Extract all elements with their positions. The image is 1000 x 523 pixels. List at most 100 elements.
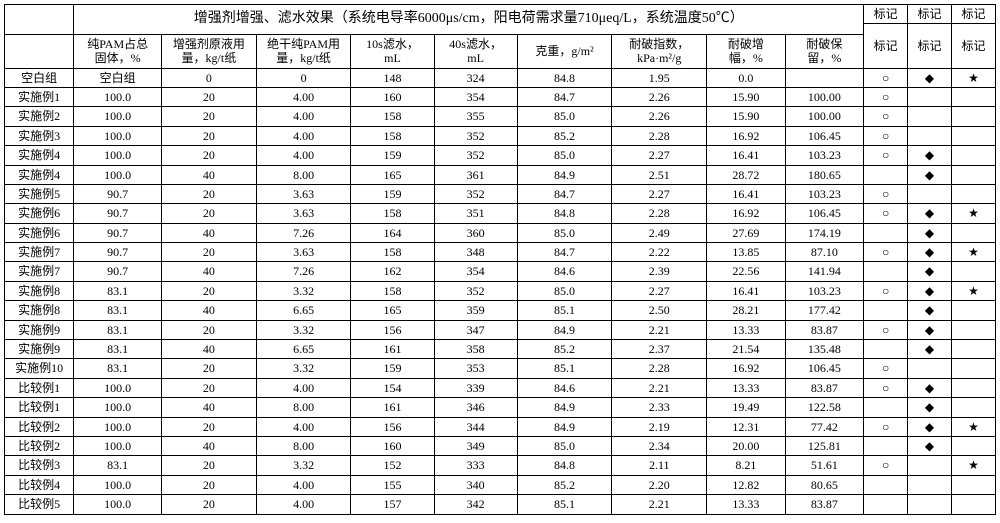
- mark-3: [951, 378, 995, 397]
- mark-header-2: 标记: [908, 5, 952, 24]
- drain-10s: 160: [351, 437, 434, 456]
- row-label: 实施例7: [5, 243, 74, 262]
- row-label: 实施例1: [5, 87, 74, 106]
- drain-40s: 359: [434, 301, 517, 320]
- gram-weight: 84.9: [517, 320, 612, 339]
- pam-pct: 90.7: [74, 184, 162, 203]
- pam-pct: 83.1: [74, 281, 162, 300]
- mark-1: [864, 475, 908, 494]
- drain-40s: 349: [434, 437, 517, 456]
- burst-index: 2.50: [612, 301, 707, 320]
- burst-retain: 106.45: [785, 359, 864, 378]
- gram-weight: 85.1: [517, 301, 612, 320]
- mark-1: [864, 398, 908, 417]
- mark-3: [951, 495, 995, 514]
- burst-retain: 80.65: [785, 475, 864, 494]
- mark-3: [951, 126, 995, 145]
- table-row: 实施例790.7407.2616235484.62.3922.56141.94◆: [5, 262, 996, 281]
- mark-1: [864, 495, 908, 514]
- col-g: 耐破指数，kPa·m²/g: [612, 34, 707, 68]
- agent-dose: 20: [162, 475, 257, 494]
- table-row: 实施例4100.0204.0015935285.02.2716.41103.23…: [5, 146, 996, 165]
- drain-40s: 352: [434, 281, 517, 300]
- mark-2: ◆: [908, 437, 952, 456]
- burst-index: 2.22: [612, 243, 707, 262]
- burst-index: 2.21: [612, 495, 707, 514]
- gram-weight: 85.1: [517, 359, 612, 378]
- table-row: 实施例3100.0204.0015835285.22.2816.92106.45…: [5, 126, 996, 145]
- burst-retain: 106.45: [785, 126, 864, 145]
- drain-10s: 158: [351, 126, 434, 145]
- drain-10s: 158: [351, 243, 434, 262]
- burst-gain: 13.33: [707, 378, 786, 397]
- gram-weight: 84.8: [517, 204, 612, 223]
- gram-weight: 84.6: [517, 262, 612, 281]
- col-f: 克重，g/m²: [517, 34, 612, 68]
- agent-dose: 20: [162, 320, 257, 339]
- mark-1: ○: [864, 243, 908, 262]
- burst-index: 2.27: [612, 184, 707, 203]
- drain-10s: 155: [351, 475, 434, 494]
- pam-pct: 83.1: [74, 320, 162, 339]
- burst-retain: 83.87: [785, 495, 864, 514]
- dry-pam: 8.00: [256, 398, 351, 417]
- drain-10s: 160: [351, 87, 434, 106]
- burst-retain: 141.94: [785, 262, 864, 281]
- dry-pam: 7.26: [256, 223, 351, 242]
- agent-dose: 20: [162, 146, 257, 165]
- table-row: 实施例2100.0204.0015835585.02.2615.90100.00…: [5, 107, 996, 126]
- agent-dose: 20: [162, 495, 257, 514]
- burst-index: 2.28: [612, 359, 707, 378]
- table-row: 空白组空白组0014832484.81.950.0○◆★: [5, 68, 996, 87]
- drain-40s: 333: [434, 456, 517, 475]
- drain-40s: 348: [434, 243, 517, 262]
- drain-40s: 351: [434, 204, 517, 223]
- drain-40s: 324: [434, 68, 517, 87]
- drain-40s: 347: [434, 320, 517, 339]
- dry-pam: 3.32: [256, 281, 351, 300]
- dry-pam: 4.00: [256, 475, 351, 494]
- drain-40s: 354: [434, 262, 517, 281]
- mark-1: ○: [864, 281, 908, 300]
- dry-pam: 3.32: [256, 359, 351, 378]
- mark-3: ★: [951, 243, 995, 262]
- row-label: 空白组: [5, 68, 74, 87]
- mark-1: ○: [864, 68, 908, 87]
- burst-retain: 100.00: [785, 87, 864, 106]
- drain-10s: 159: [351, 146, 434, 165]
- mark-1: ○: [864, 320, 908, 339]
- drain-40s: 352: [434, 126, 517, 145]
- corner-blank: [5, 5, 74, 35]
- row-label: 实施例6: [5, 223, 74, 242]
- drain-40s: 355: [434, 107, 517, 126]
- table-row: 比较例1100.0204.0015433984.62.2113.3383.87○…: [5, 378, 996, 397]
- mark-3: ★: [951, 68, 995, 87]
- table-row: 比较例2100.0204.0015634484.92.1912.3177.42○…: [5, 417, 996, 436]
- gram-weight: 84.7: [517, 184, 612, 203]
- mark-1: [864, 301, 908, 320]
- row-label: 实施例4: [5, 165, 74, 184]
- mark-3: ★: [951, 204, 995, 223]
- mark-2: ◆: [908, 243, 952, 262]
- mark-2: ◆: [908, 146, 952, 165]
- pam-pct: 100.0: [74, 398, 162, 417]
- drain-10s: 158: [351, 281, 434, 300]
- mark-3: [951, 340, 995, 359]
- burst-gain: 16.41: [707, 146, 786, 165]
- burst-index: 2.37: [612, 340, 707, 359]
- agent-dose: 40: [162, 223, 257, 242]
- drain-10s: 159: [351, 184, 434, 203]
- burst-retain: 83.87: [785, 378, 864, 397]
- col-b: 增强剂原液用量，kg/t纸: [162, 34, 257, 68]
- mark-2: ◆: [908, 378, 952, 397]
- mark-3: [951, 165, 995, 184]
- table-row: 实施例590.7203.6315935284.72.2716.41103.23○: [5, 184, 996, 203]
- agent-dose: 40: [162, 437, 257, 456]
- mark-1: ○: [864, 107, 908, 126]
- agent-dose: 40: [162, 262, 257, 281]
- gram-weight: 85.2: [517, 126, 612, 145]
- agent-dose: 40: [162, 340, 257, 359]
- pam-pct: 100.0: [74, 417, 162, 436]
- burst-index: 2.34: [612, 437, 707, 456]
- col-i: 耐破保留，%: [785, 34, 864, 68]
